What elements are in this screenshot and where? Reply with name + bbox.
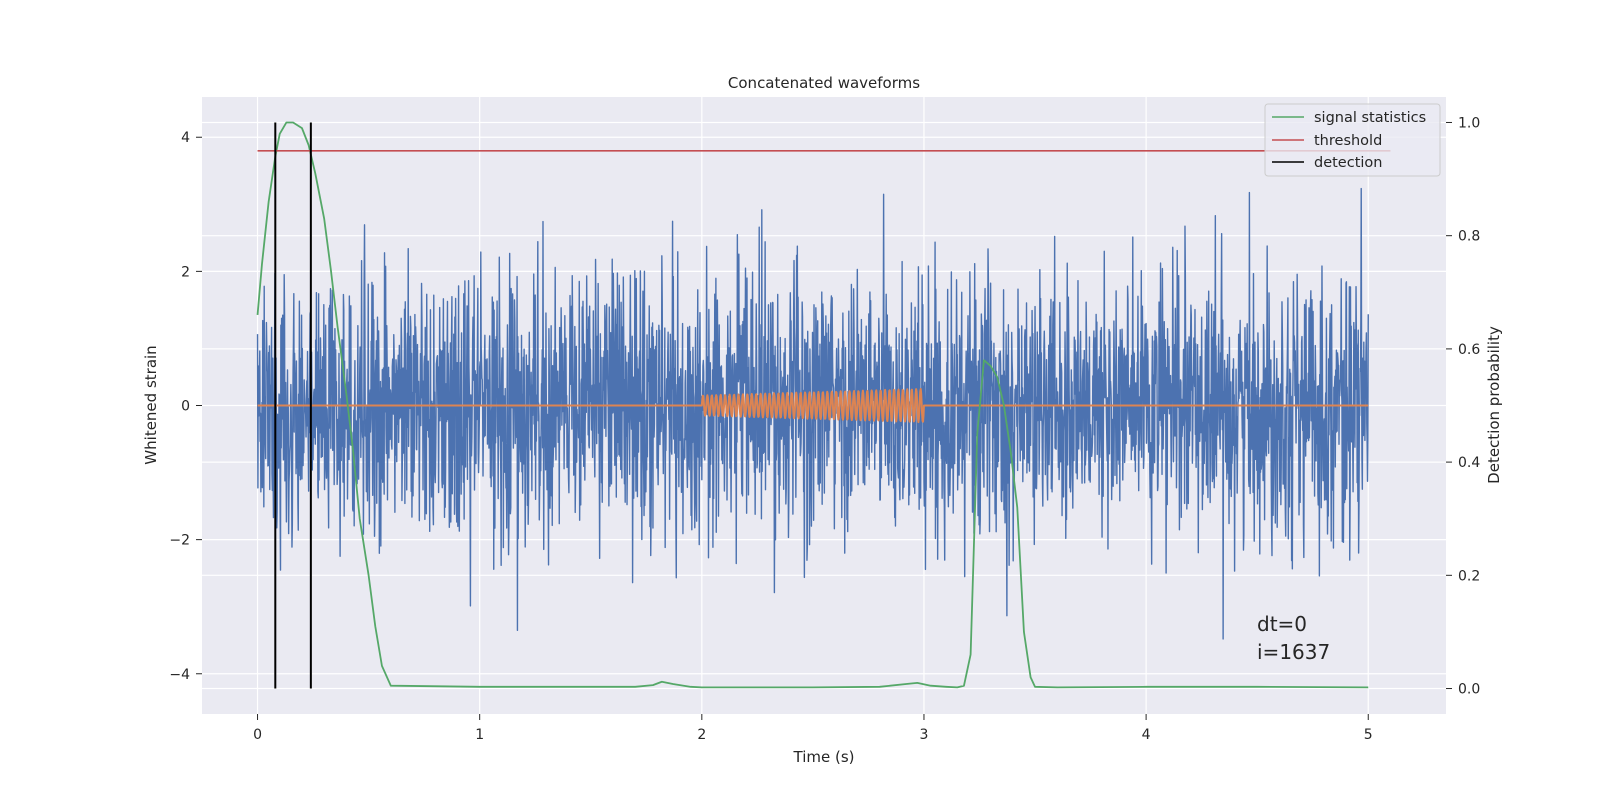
- y-right-tick-label: 0.0: [1458, 682, 1480, 698]
- plot-area: [256, 121, 1391, 689]
- annotation-dt: dt=0: [1257, 612, 1307, 636]
- y-axis-label: Whitened strain: [142, 345, 160, 464]
- x-tick-label: 5: [1364, 727, 1373, 743]
- chirp-series-line: [257, 387, 1369, 424]
- y-tick-label: 4: [181, 130, 190, 146]
- y-right-tick-label: 1.0: [1458, 115, 1480, 131]
- y-axis-right: 0.0 0.2 0.4 0.6 0.8 1.0: [1446, 115, 1480, 698]
- legend: signal statistics threshold detection: [1264, 103, 1441, 177]
- y-right-tick-label: 0.4: [1458, 455, 1480, 471]
- y-tick-label: 2: [181, 264, 190, 280]
- y-tick-label: 0: [181, 399, 190, 415]
- x-tick-label: 1: [475, 727, 484, 743]
- chart-title: Concatenated waveforms: [728, 74, 920, 92]
- x-tick-label: 0: [253, 727, 262, 743]
- y-right-tick-label: 0.6: [1458, 342, 1480, 358]
- series-layer: [256, 121, 1391, 689]
- legend-label-threshold: threshold: [1314, 133, 1382, 149]
- legend-label-detection: detection: [1314, 155, 1382, 171]
- y-axis-left: −4 −2 0 2 4: [169, 130, 202, 683]
- y-right-tick-label: 0.8: [1458, 229, 1480, 245]
- x-tick-label: 4: [1142, 727, 1151, 743]
- y-tick-label: −2: [169, 533, 190, 549]
- y-right-tick-label: 0.2: [1458, 568, 1480, 584]
- x-axis-label: Time (s): [793, 748, 855, 766]
- x-tick-label: 2: [697, 727, 706, 743]
- annotation-i: i=1637: [1257, 640, 1330, 664]
- x-tick-label: 3: [920, 727, 929, 743]
- legend-label-signal-statistics: signal statistics: [1314, 110, 1426, 126]
- x-axis: 0 1 2 3 4 5: [253, 714, 1373, 743]
- noise-series-line: [256, 187, 1369, 640]
- legend-box: [1264, 103, 1441, 177]
- y-tick-label: −4: [169, 667, 190, 683]
- y-axis-label-right: Detection probability: [1485, 326, 1503, 484]
